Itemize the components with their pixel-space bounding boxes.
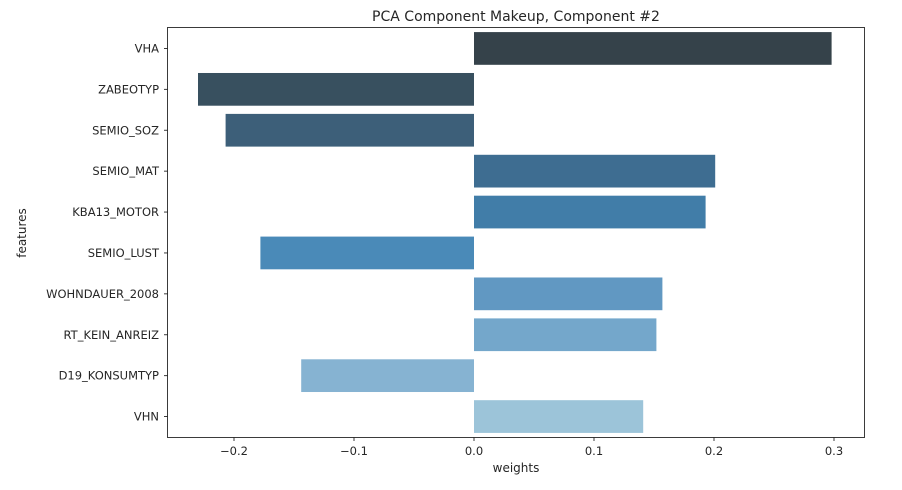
- y-tick-label: RT_KEIN_ANREIZ: [64, 328, 160, 342]
- x-tick-label: 0.1: [585, 444, 603, 458]
- y-tick-label: VHA: [135, 41, 160, 55]
- x-tick-label: 0.3: [825, 444, 843, 458]
- y-tick-label: KBA13_MOTOR: [72, 205, 159, 219]
- x-tick-label: −0.1: [340, 444, 368, 458]
- bar-rt-kein-anreiz: [474, 318, 657, 352]
- y-axis-ticks: VHA ZABEOTYP SEMIO_SOZ SEMIO_MAT KBA13_MOTOR…: [46, 41, 168, 424]
- y-tick-label: SEMIO_MAT: [92, 164, 160, 178]
- bar-semio-lust: [260, 236, 474, 270]
- x-tick-label: 0.0: [465, 444, 483, 458]
- bar-semio-mat: [474, 154, 716, 188]
- bar-semio-soz: [225, 113, 474, 147]
- bar-kba13-motor: [474, 195, 706, 229]
- bar-vhn: [474, 400, 644, 433]
- y-tick-label: D19_KONSUMTYP: [59, 369, 159, 383]
- bar-vha: [474, 32, 832, 65]
- y-tick-label: WOHNDAUER_2008: [46, 287, 159, 301]
- chart-title: PCA Component Makeup, Component #2: [372, 9, 660, 25]
- y-tick-label: VHN: [134, 410, 159, 424]
- plot-frame: [167, 27, 865, 438]
- bars-group: [198, 32, 832, 433]
- y-tick-label: SEMIO_SOZ: [92, 123, 159, 137]
- y-tick-label: SEMIO_LUST: [88, 246, 160, 260]
- x-tick-label: 0.2: [705, 444, 723, 458]
- bar-wohndauer-2008: [474, 277, 663, 311]
- x-axis-ticks: −0.2 −0.1 0.0 0.1 0.2 0.3: [220, 437, 843, 458]
- x-tick-label: −0.2: [220, 444, 248, 458]
- y-tick-label: ZABEOTYP: [98, 82, 159, 96]
- y-axis-label: features: [15, 208, 29, 258]
- bar-zabeotyp: [198, 72, 474, 106]
- x-axis-label: weights: [493, 461, 540, 475]
- bar-d19-konsumtyp: [301, 359, 474, 393]
